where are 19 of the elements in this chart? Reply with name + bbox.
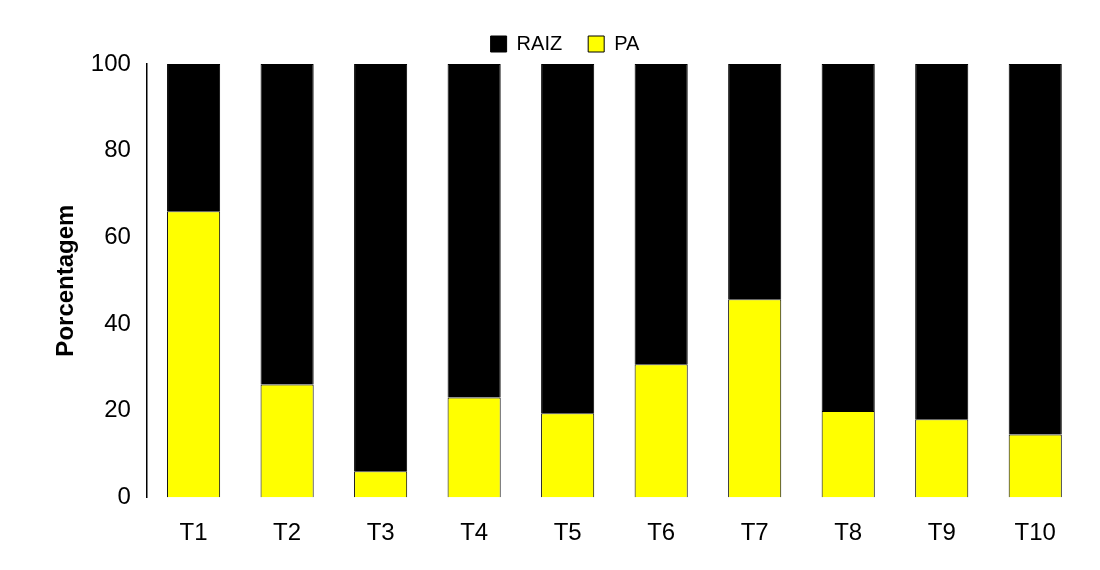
x-tick-label: T10 xyxy=(1014,518,1056,546)
x-tick-label: T5 xyxy=(553,518,582,546)
x-tick-label: T4 xyxy=(460,518,489,546)
y-tick-label: 60 xyxy=(104,221,131,249)
x-tick-label: T6 xyxy=(647,518,676,546)
y-tick-label: 100 xyxy=(90,48,131,76)
x-tick-label: T7 xyxy=(740,518,769,546)
y-tick-label: 20 xyxy=(104,395,131,423)
x-tick-label: T2 xyxy=(273,518,302,546)
y-tick-label: 80 xyxy=(104,135,131,163)
legend-label: PA xyxy=(614,31,641,54)
x-tick-label: T8 xyxy=(834,518,863,546)
x-tick-label: T9 xyxy=(927,518,956,546)
x-tick-label: T3 xyxy=(366,518,395,546)
legend-label: RAIZ xyxy=(516,31,563,54)
x-tick-label: T1 xyxy=(179,518,208,546)
y-tick-label: 40 xyxy=(104,308,131,336)
y-tick-label: 0 xyxy=(117,481,131,509)
y-axis-title: Porcentagem xyxy=(51,204,79,357)
